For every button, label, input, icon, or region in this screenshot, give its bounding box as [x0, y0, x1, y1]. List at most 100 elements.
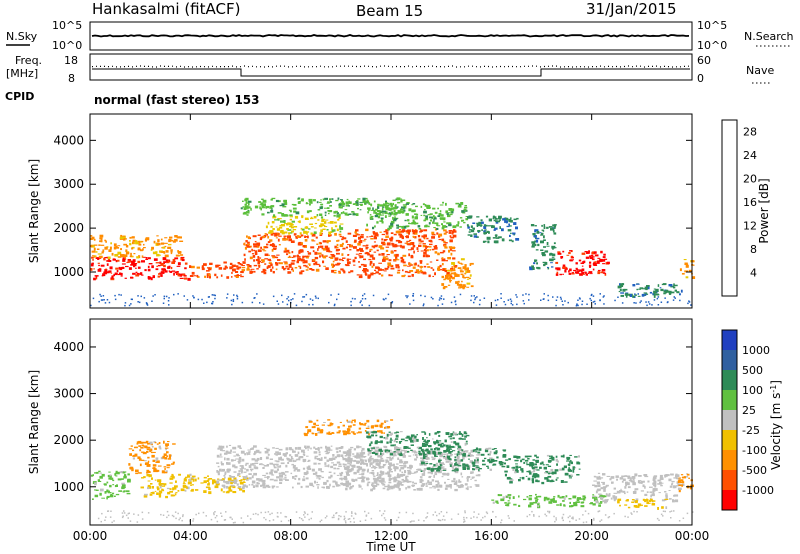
velocity-x-tick-label: 16:00	[474, 529, 509, 543]
velocity-y-tick-label: 3000	[53, 387, 84, 401]
power-patch	[243, 232, 357, 275]
velocity-patch	[365, 431, 470, 457]
power-colorbar-tick-label: 20	[743, 173, 757, 186]
velocity-colorbar-swatch	[722, 470, 737, 491]
velocity-x-tick-label: 20:00	[574, 529, 609, 543]
velocity-colorbar-swatch	[722, 490, 737, 511]
velocity-colorbar-swatch	[722, 370, 737, 391]
velocity-patch	[491, 493, 607, 509]
power-colorbar-tick-label: 4	[750, 267, 757, 280]
velocity-patch	[592, 472, 682, 504]
velocity-y-axis-label: Slant Range [km]	[27, 370, 41, 474]
cpid-label: CPID	[5, 90, 34, 103]
nave-label: Nave	[746, 64, 774, 77]
power-colorbar-tick-label: 8	[750, 243, 757, 256]
power-colorbar-tick-label: 12	[743, 220, 757, 233]
velocity-colorbar-swatch	[722, 450, 737, 471]
velocity-panel-frame	[89, 318, 693, 526]
velocity-colorbar-tick-label: -500	[742, 464, 767, 477]
velocity-y-tick-label: 2000	[53, 433, 84, 447]
power-colorbar-tick-label: 16	[743, 196, 757, 209]
nave-tick-top: 60	[697, 54, 711, 67]
velocity-colorbar-swatch	[722, 350, 737, 371]
nsky-tick-top: 10^5	[52, 19, 82, 32]
velocity-colorbar-tick-label: 100	[742, 384, 763, 397]
velocity-colorbar-swatch	[722, 430, 737, 451]
nsky-trace	[91, 34, 690, 38]
nsearch-tick-bottom: 10^0	[697, 39, 727, 52]
freq-tick-top: 18	[64, 54, 78, 67]
power-patch	[189, 261, 246, 279]
velocity-x-tick-label: 00:00	[73, 529, 108, 543]
power-x-ticks	[89, 114, 693, 308]
nsky-label: N.Sky	[6, 30, 38, 43]
beam-label: Beam 15	[356, 2, 423, 20]
velocity-x-ticks: 00:00 04:00 08:00 12:00 16:00 20:00 00:00	[73, 319, 709, 543]
velocity-colorbar-tick-label: 1000	[742, 344, 770, 357]
velocity-colorbar: 1000 500 100 25 -25 -100 -500 -1000	[721, 329, 774, 511]
freq-tick-bottom: 8	[68, 72, 75, 85]
power-y-tick-label: 2000	[53, 221, 84, 235]
power-patch	[240, 197, 407, 218]
velocity-y-tick-label: 4000	[53, 340, 84, 354]
velocity-patch	[90, 470, 131, 500]
velocity-colorbar-label: Velocity [m s-1]	[769, 380, 783, 470]
power-data	[90, 197, 696, 307]
velocity-colorbar-tick-label: 25	[742, 404, 756, 417]
power-colorbar: 4 8 12 16 20 24 28	[721, 119, 757, 297]
velocity-patch	[504, 454, 581, 485]
power-y-ticks: 1000 2000 3000 4000	[53, 133, 692, 279]
freq-panel-frame	[89, 53, 693, 81]
power-y-axis-label: Slant Range [km]	[27, 159, 41, 263]
velocity-patch	[617, 498, 669, 510]
power-patch	[529, 224, 557, 271]
cpid-text: normal (fast stereo) 153	[94, 93, 260, 107]
nsearch-label: N.Search	[744, 30, 794, 43]
radar-title: Hankasalmi (fitACF)	[92, 0, 240, 18]
velocity-colorbar-swatch	[722, 410, 737, 431]
velocity-panel: 1000 2000 3000 4000 00:00 04:00 08:00 12:00 16:…	[27, 318, 783, 554]
nave-trace	[92, 65, 689, 68]
velocity-colorbar-tick-label: -100	[742, 444, 767, 457]
velocity-patch	[418, 447, 507, 472]
power-colorbar-tick-label: 24	[743, 149, 757, 162]
power-patch	[555, 250, 610, 276]
power-patch	[466, 215, 520, 244]
velocity-patch	[128, 440, 176, 475]
nsky-tick-bottom: 10^0	[52, 39, 82, 52]
date-label: 31/Jan/2015	[586, 0, 677, 18]
x-axis-label: Time UT	[365, 540, 416, 554]
velocity-patch	[303, 419, 394, 437]
nsky-panel-frame	[89, 21, 693, 51]
power-y-tick-label: 3000	[53, 177, 84, 191]
power-colorbar-frame	[721, 119, 738, 297]
power-y-tick-label: 4000	[53, 133, 84, 147]
velocity-x-tick-label: 12:00	[374, 529, 409, 543]
power-patch	[679, 259, 696, 279]
velocity-colorbar-frame	[721, 329, 738, 511]
velocity-x-tick-label: 04:00	[173, 529, 208, 543]
velocity-colorbar-tick-label: -1000	[742, 484, 774, 497]
power-patch	[265, 215, 344, 236]
power-colorbar-tick-label: 28	[743, 126, 757, 139]
velocity-colorbar-swatch	[722, 330, 737, 351]
velocity-x-tick-label: 08:00	[273, 529, 308, 543]
power-patch	[353, 228, 458, 279]
freq-unit: [MHz]	[6, 67, 38, 80]
nave-trace-dots	[92, 65, 689, 68]
power-panel: 1000 2000 3000 4000 Slant Range [km] 4 8 12 16…	[27, 113, 771, 309]
power-patch	[441, 257, 474, 290]
power-patch	[90, 234, 184, 259]
power-patch	[617, 283, 683, 298]
velocity-colorbar-tick-label: 500	[742, 364, 763, 377]
power-patch	[90, 256, 191, 281]
velocity-data	[90, 419, 694, 524]
velocity-colorbar-tick-label: -25	[742, 424, 760, 437]
power-y-tick-label: 1000	[53, 265, 84, 279]
freq-trace	[92, 68, 690, 77]
nave-tick-bottom: 0	[697, 72, 704, 85]
freq-label: Freq.	[15, 54, 42, 67]
velocity-ground-scatter	[97, 510, 694, 524]
power-patch	[366, 201, 469, 231]
